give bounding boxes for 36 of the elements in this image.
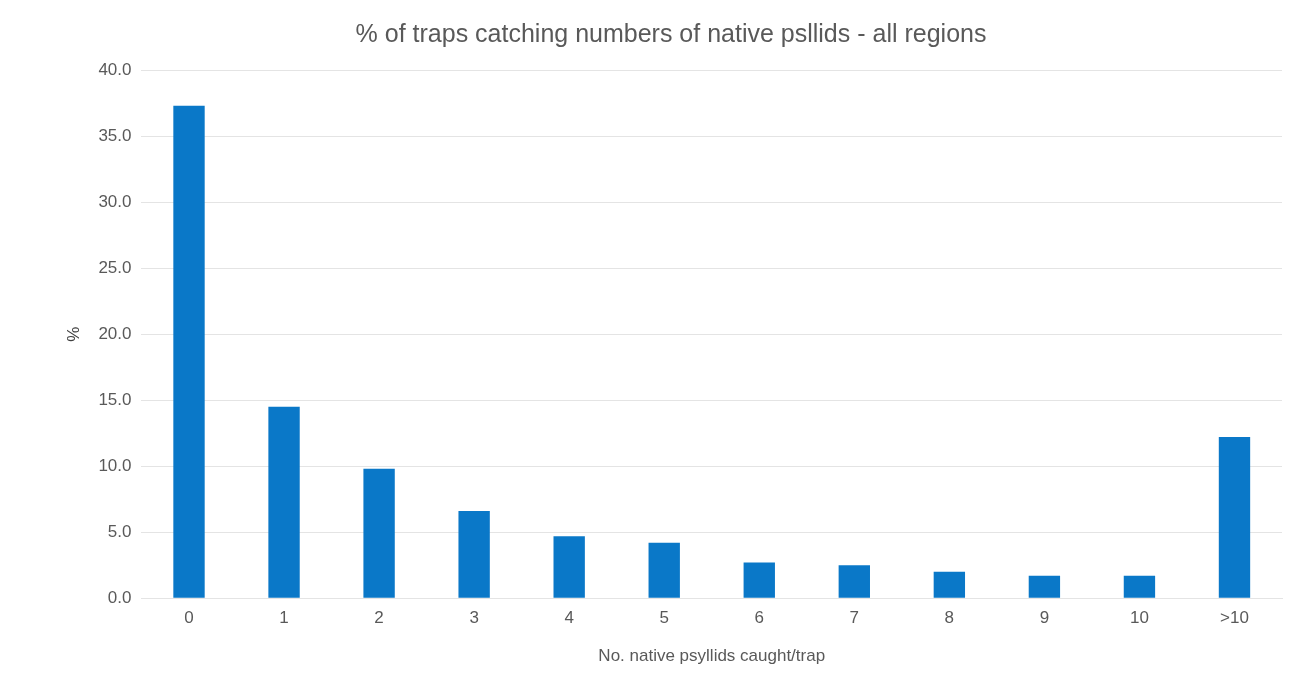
y-tick-label: 35.0 (98, 125, 132, 145)
x-tick-label: 7 (849, 608, 860, 628)
bar (743, 562, 775, 598)
x-axis-title: No. native psyllids caught/trap (598, 646, 826, 666)
x-tick-label: >10 (1220, 608, 1249, 628)
chart-title: % of traps catching numbers of native psllids - all regions (355, 18, 987, 47)
y-tick-label: 25.0 (98, 257, 132, 277)
bar (1218, 437, 1251, 598)
y-tick-label: 0.0 (107, 587, 132, 607)
y-tick-label: 5.0 (107, 521, 132, 541)
y-tick-label: 15.0 (98, 389, 132, 409)
y-tick-label: 20.0 (98, 323, 132, 343)
x-tick-label: 1 (279, 608, 289, 628)
x-tick-label: 6 (754, 608, 764, 628)
bar (458, 511, 490, 598)
bar (363, 468, 395, 598)
x-tick-label: 0 (184, 608, 194, 628)
y-tick-label: 40.0 (98, 59, 132, 79)
y-axis-title: % (63, 326, 83, 342)
bar (268, 406, 300, 598)
bar (933, 571, 966, 598)
bar (648, 542, 680, 598)
x-tick-label: 8 (944, 608, 955, 628)
x-tick-label: 2 (374, 608, 384, 628)
bar (1123, 575, 1156, 598)
x-tick-label: 5 (659, 608, 669, 628)
x-tick-label: 4 (564, 608, 574, 628)
y-tick-label: 10.0 (98, 455, 132, 475)
bar (173, 105, 205, 598)
x-tick-label: 3 (469, 608, 479, 628)
x-tick-label: 9 (1039, 608, 1050, 628)
bar (838, 565, 870, 598)
bar (553, 536, 585, 598)
y-tick-label: 30.0 (98, 191, 132, 211)
x-tick-label: 10 (1129, 608, 1149, 628)
bar (1028, 575, 1061, 598)
